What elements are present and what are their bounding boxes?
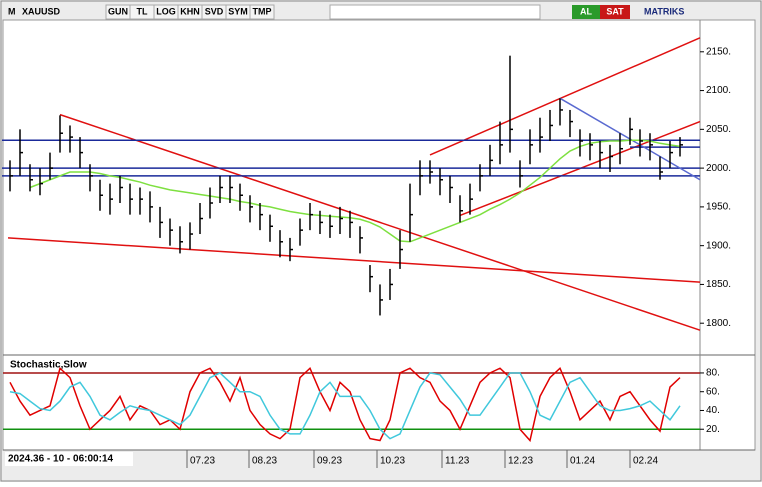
series-line bbox=[9, 372, 681, 440]
sell-label[interactable]: SAT bbox=[606, 6, 624, 16]
trend-line bbox=[429, 37, 701, 156]
x-tick-label: 01.24 bbox=[570, 456, 595, 467]
panel-title: Stochastic,Slow bbox=[10, 360, 87, 371]
y-tick-label: 2050. bbox=[706, 124, 731, 135]
y-tick-label: 40. bbox=[706, 405, 720, 416]
buy-label[interactable]: AL bbox=[580, 6, 592, 16]
x-tick-label: 09.23 bbox=[317, 456, 342, 467]
toolbar-button-label[interactable]: GUN bbox=[108, 6, 128, 16]
y-tick-label: 2100. bbox=[706, 85, 731, 96]
x-tick-label: 08.23 bbox=[252, 456, 277, 467]
trend-line bbox=[7, 237, 701, 283]
x-tick-label: 10.23 bbox=[380, 456, 405, 467]
toolbar-button-label[interactable]: LOG bbox=[156, 6, 176, 16]
toolbar-button-label[interactable]: TMP bbox=[253, 6, 272, 16]
toolbar-button[interactable] bbox=[249, 4, 275, 20]
y-tick-label: 60. bbox=[706, 386, 720, 397]
x-tick-label: 11.23 bbox=[445, 456, 470, 467]
y-tick-label: 2000. bbox=[706, 163, 731, 174]
y-tick-label: 1850. bbox=[706, 279, 731, 290]
x-tick-label: 12.23 bbox=[508, 456, 533, 467]
toolbar-button-label[interactable]: SVD bbox=[205, 6, 224, 16]
series-line bbox=[9, 366, 681, 443]
search-box[interactable] bbox=[329, 4, 541, 20]
toolbar-button-label[interactable]: TL bbox=[137, 6, 148, 16]
y-tick-label: 20. bbox=[706, 424, 720, 435]
y-tick-label: 80. bbox=[706, 368, 720, 379]
toolbar-button-label[interactable]: SYM bbox=[228, 6, 248, 16]
y-tick-label: 1800. bbox=[706, 318, 731, 329]
series-line bbox=[29, 139, 681, 243]
cursor-label: 2024.36 - 10 - 06:00:14 bbox=[8, 454, 114, 465]
y-tick-label: 1950. bbox=[706, 202, 731, 213]
logo: M bbox=[8, 6, 16, 16]
symbol[interactable]: XAUUSD bbox=[22, 6, 61, 16]
toolbar-button-label[interactable]: KHN bbox=[180, 6, 200, 16]
sell-button[interactable] bbox=[600, 5, 630, 19]
trend-line bbox=[59, 113, 701, 331]
y-tick-label: 2150. bbox=[706, 46, 731, 57]
cursor-label-bg bbox=[5, 452, 133, 466]
x-tick-label: 07.23 bbox=[190, 456, 215, 467]
buy-button[interactable] bbox=[572, 5, 600, 19]
x-tick-label: 02.24 bbox=[633, 456, 658, 467]
plot-bg bbox=[2, 19, 756, 451]
toolbar: M XAUUSD AL SAT MATRIKS GUN TL LOG KHN SVD SY… bbox=[8, 4, 684, 20]
brand: MATRIKS bbox=[644, 6, 684, 16]
y-tick-label: 1900. bbox=[706, 240, 731, 251]
